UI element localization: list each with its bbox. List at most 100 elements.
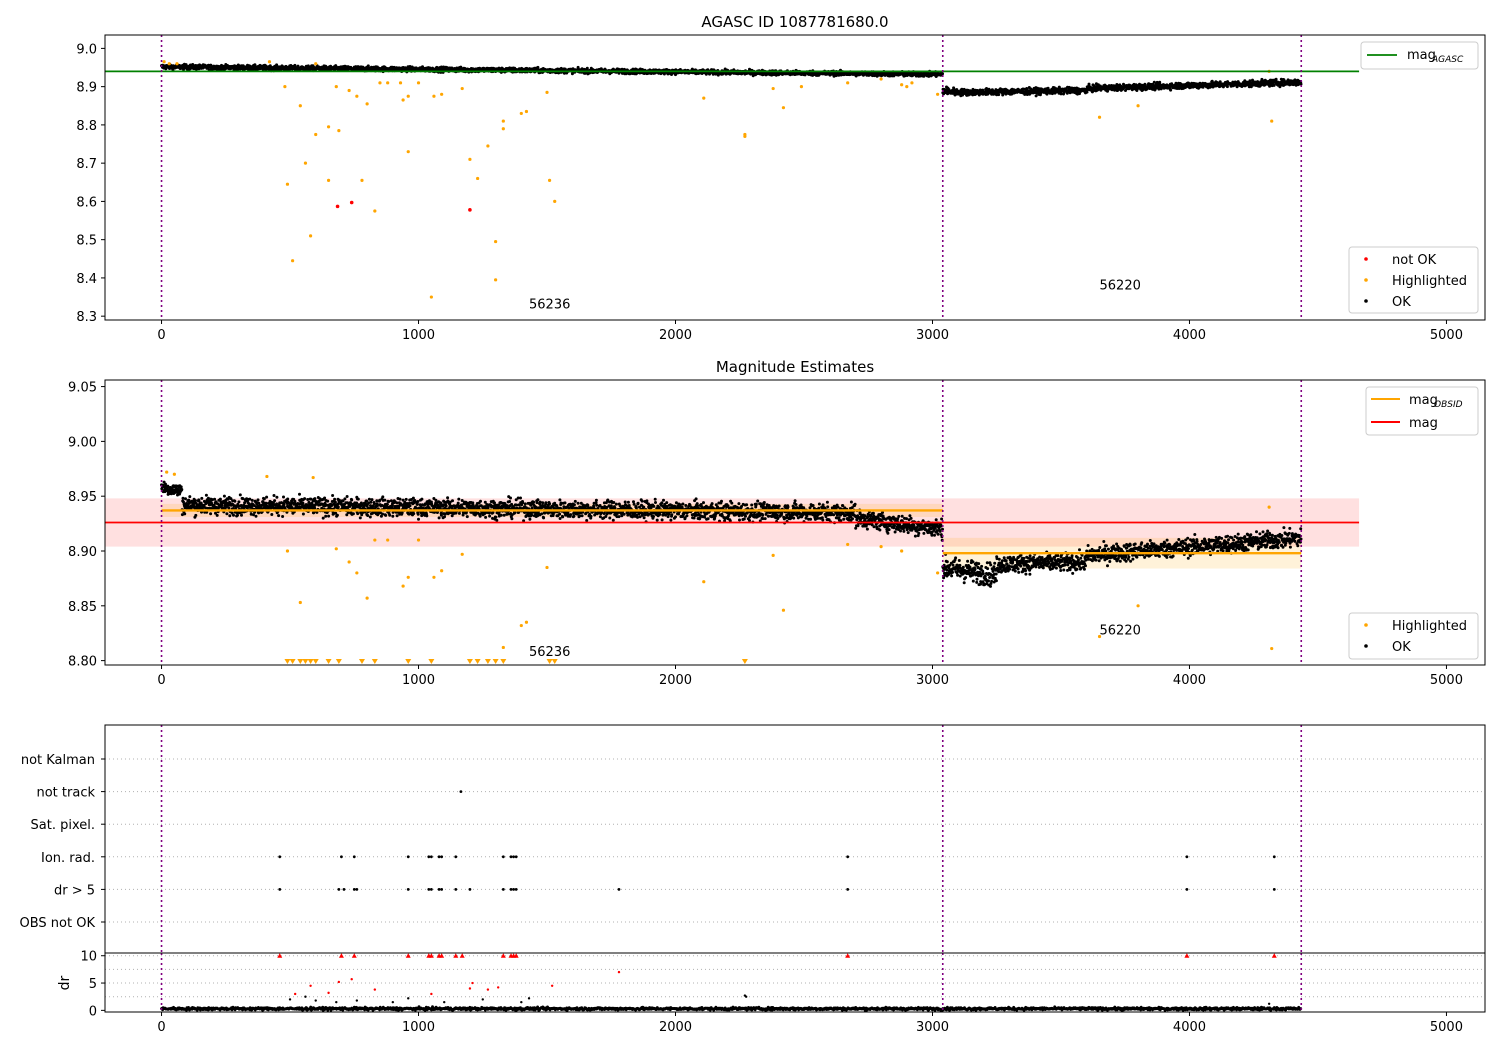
highlighted-point: [900, 83, 904, 87]
ok-point: [232, 513, 235, 517]
highlighted-point: [702, 96, 706, 100]
ok-point: [215, 513, 219, 517]
ok-point: [253, 63, 257, 67]
ok-point: [333, 497, 337, 501]
highlighted-point: [1097, 115, 1102, 119]
y-tick-label: 8.4: [76, 272, 97, 287]
y-tick-label: 8.9: [76, 81, 97, 96]
highlighted-point: [283, 85, 287, 89]
legend-marker: [1364, 278, 1368, 282]
highlighted-point: [501, 119, 505, 123]
ok-point: [213, 497, 217, 501]
ok-point: [345, 495, 349, 498]
ok-point: [331, 494, 335, 497]
ok-point: [204, 493, 208, 497]
ok-point: [303, 497, 307, 501]
ok-point: [236, 513, 239, 517]
highlighted-point: [355, 94, 359, 98]
highlighted-point: [553, 199, 557, 204]
x-tick-label: 5000: [1430, 328, 1463, 343]
highlighted-point: [162, 60, 166, 64]
ok-point: [293, 499, 297, 503]
highlighted-point: [308, 234, 313, 238]
highlighted-point: [879, 77, 883, 81]
ok-point: [1225, 85, 1229, 89]
ok-point: [350, 498, 354, 502]
highlighted-point: [326, 125, 331, 129]
ok-point: [281, 515, 285, 518]
ok-point: [398, 497, 402, 501]
ok-point: [997, 93, 1001, 97]
ok-point: [1272, 83, 1276, 87]
highlighted-point: [547, 178, 552, 182]
ok-point: [301, 501, 305, 505]
ok-point: [370, 498, 374, 502]
highlighted-point: [524, 109, 529, 114]
ok-point: [194, 513, 198, 517]
obsid-label: 56236: [529, 298, 570, 313]
not-ok-point: [468, 208, 472, 212]
highlighted-point: [401, 98, 405, 102]
highlighted-point: [476, 176, 480, 181]
x-tick-label: 4000: [1173, 328, 1206, 343]
ok-point: [181, 496, 185, 500]
x-tick-label: 2000: [659, 328, 692, 343]
highlighted-point: [167, 62, 171, 66]
ok-point: [1034, 94, 1038, 98]
highlighted-point: [781, 106, 786, 110]
x-tick-label: 1000: [402, 328, 435, 343]
ok-point: [277, 514, 281, 518]
highlighted-point: [365, 102, 369, 106]
highlighted-point: [290, 259, 295, 263]
x-tick-label: 3000: [916, 328, 949, 343]
ok-point: [254, 514, 258, 518]
ok-point: [238, 493, 242, 497]
legend-label: OK: [1392, 295, 1411, 310]
ok-point: [404, 497, 408, 501]
ok-point: [275, 495, 279, 499]
highlighted-point: [314, 62, 318, 66]
highlighted-point: [519, 111, 523, 116]
ok-point: [336, 505, 340, 509]
ok-point: [326, 499, 330, 503]
y-tick-label: 9.0: [76, 42, 97, 57]
ok-point: [384, 513, 388, 517]
ok-point: [222, 494, 226, 498]
highlighted-point: [486, 144, 490, 148]
legend-label: not OK: [1392, 253, 1437, 268]
not-ok-point: [335, 204, 340, 209]
agasc-panel-title: AGASC ID 1087781680.0: [701, 13, 888, 31]
ok-point: [321, 516, 325, 520]
ok-point: [381, 495, 385, 499]
ok-point: [324, 514, 328, 518]
ok-point: [164, 482, 167, 486]
magnitude-panel-title: Magnitude Estimates: [716, 358, 874, 376]
ok-point: [395, 501, 399, 505]
highlighted-point: [910, 81, 914, 85]
highlighted-point: [360, 178, 364, 182]
ok-point: [375, 499, 379, 503]
legend-marker: [1364, 299, 1368, 303]
ok-point: [1085, 90, 1089, 94]
ok-point: [356, 512, 360, 516]
highlighted-point: [298, 104, 302, 108]
ok-point: [367, 497, 371, 501]
ok-point: [385, 502, 389, 506]
ok-point: [368, 515, 372, 519]
ok-point: [358, 516, 362, 520]
ok-point: [273, 499, 277, 503]
highlighted-point: [398, 81, 403, 85]
ok-point: [356, 497, 360, 501]
ok-point: [400, 511, 404, 515]
highlighted-point: [468, 157, 472, 161]
ok-point: [179, 485, 183, 489]
highlighted-point: [799, 85, 804, 89]
highlighted-point: [373, 209, 377, 213]
obsid-label: 56220: [1100, 278, 1141, 293]
ok-point: [282, 495, 285, 499]
highlighted-point: [936, 92, 940, 96]
ok-point: [343, 497, 347, 501]
ok-point: [435, 65, 439, 69]
highlighted-point: [1136, 104, 1140, 108]
